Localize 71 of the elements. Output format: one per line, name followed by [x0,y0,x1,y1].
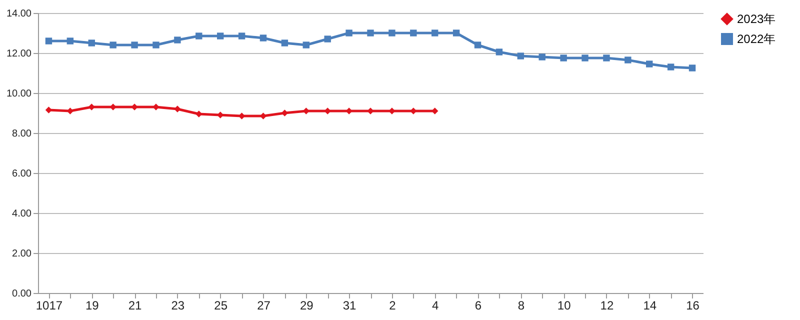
point [216,32,224,40]
point [110,104,116,110]
point [410,30,417,36]
y-tick-label: 10.00 [6,88,32,100]
y-tick-label: 4.00 [12,208,32,220]
point [196,110,202,118]
x-tick-label: 29 [300,298,314,312]
point [496,48,503,56]
point [474,42,482,48]
point [624,56,632,64]
point [667,64,674,70]
x-tick-label: 19 [85,298,100,312]
point [281,40,288,46]
point [131,104,138,110]
point [88,40,95,46]
point [346,30,352,36]
point [174,36,181,44]
x-tick-label: 27 [257,298,271,312]
x-tick-label: 6 [474,298,482,312]
x-tick-label: 23 [171,298,185,312]
point [196,32,202,40]
y-tick-label: 0.00 [12,288,32,300]
point [582,54,588,62]
point [45,38,52,44]
x-tick-label: 16 [686,298,700,312]
point [66,38,74,44]
point [174,106,181,112]
legend-label: 2022年 [737,32,776,46]
point [560,54,567,62]
point [324,108,331,114]
point [152,104,160,110]
point [302,108,310,114]
point [66,108,74,114]
y-tick-label: 2.00 [12,248,32,260]
x-tick-label: 12 [600,298,614,312]
point [388,108,396,114]
x-tick-label: 21 [128,298,142,312]
point [603,54,610,62]
point [238,32,246,40]
point [388,30,396,36]
point [432,108,438,114]
point [131,42,138,48]
x-tick-label: 2 [389,298,396,312]
y-tick-label: 8.00 [12,128,32,140]
point [152,42,160,48]
point [432,30,438,36]
point [367,30,374,36]
point [452,30,460,36]
point [88,104,95,110]
x-tick-label: 4 [432,298,440,312]
point [517,52,524,60]
x-tick-label: 31 [342,298,357,312]
point [688,64,696,72]
y-tick-label: 12.00 [6,48,32,60]
point [346,108,352,114]
y-tick-label: 6.00 [12,168,32,180]
legend-label: 2023年 [737,12,776,26]
point [302,42,310,48]
point [324,36,331,42]
y-tick-label: 14.00 [6,8,32,20]
x-tick-label: 1017 [36,298,63,312]
point [646,60,653,68]
x-tick-label: 10 [557,298,572,312]
x-tick-label: 25 [214,298,228,312]
point [538,54,546,60]
point [110,42,116,48]
x-tick-label: 14 [643,298,657,312]
point [410,108,417,114]
x-tick-label: 8 [518,298,525,312]
point [260,34,267,42]
point [367,108,374,114]
